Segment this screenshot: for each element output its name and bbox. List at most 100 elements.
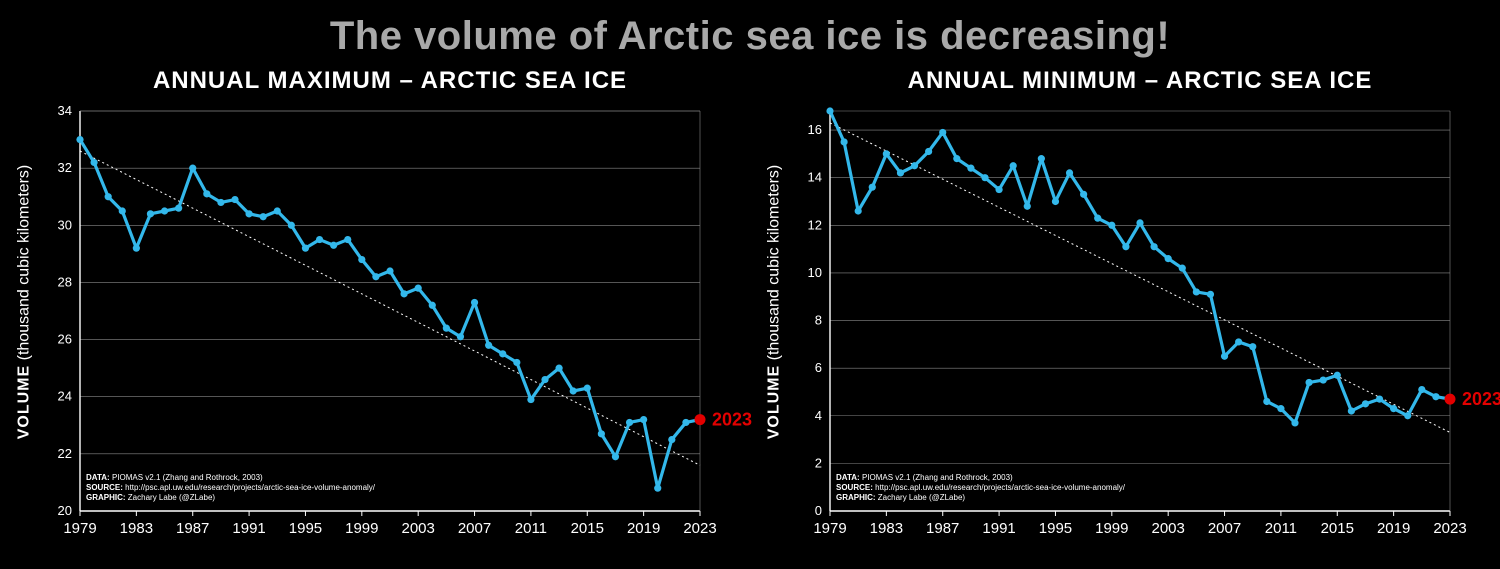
data-marker [316, 236, 323, 243]
data-marker [1334, 372, 1341, 379]
y-tick: 12 [808, 217, 822, 232]
data-marker [245, 210, 252, 217]
x-tick: 2019 [627, 520, 660, 537]
data-marker [175, 205, 182, 212]
x-tick: 2011 [1265, 520, 1297, 537]
data-marker [302, 245, 309, 252]
data-marker [1094, 215, 1101, 222]
y-tick: 0 [815, 503, 822, 518]
y-tick: 22 [58, 446, 72, 461]
data-marker [640, 416, 647, 423]
data-marker [1010, 162, 1017, 169]
data-marker [626, 419, 633, 426]
data-marker [344, 236, 351, 243]
y-tick: 14 [808, 170, 822, 185]
x-tick: 1983 [120, 520, 153, 537]
data-marker [840, 138, 847, 145]
y-tick: 16 [808, 122, 822, 137]
y-tick: 28 [58, 274, 72, 289]
data-marker [161, 207, 168, 214]
data-marker [1066, 169, 1073, 176]
data-marker [1432, 393, 1439, 400]
data-marker [443, 325, 450, 332]
data-marker [598, 430, 605, 437]
data-marker [1320, 376, 1327, 383]
data-marker [654, 485, 661, 492]
source-note-max: DATA: PIOMAS v2.1 (Zhang and Rothrock, 2… [86, 473, 375, 503]
data-marker [1390, 405, 1397, 412]
data-marker [967, 165, 974, 172]
end-point-max [695, 414, 706, 425]
data-marker [1263, 398, 1270, 405]
data-marker [1404, 412, 1411, 419]
x-tick: 1979 [63, 520, 96, 537]
data-marker [1024, 203, 1031, 210]
data-marker [555, 365, 562, 372]
data-marker [1376, 395, 1383, 402]
y-tick: 24 [58, 389, 72, 404]
x-tick: 1983 [870, 520, 903, 537]
data-marker [288, 222, 295, 229]
data-marker [527, 396, 534, 403]
data-marker [897, 169, 904, 176]
data-marker [1291, 419, 1298, 426]
y-tick: 32 [58, 160, 72, 175]
data-marker [1193, 288, 1200, 295]
data-marker [1235, 338, 1242, 345]
data-marker [372, 273, 379, 280]
data-marker [682, 419, 689, 426]
chart-min: ANNUAL MINIMUM – ARCTIC SEA ICEVOLUME (t… [760, 67, 1500, 547]
data-marker [1150, 243, 1157, 250]
x-tick: 2023 [683, 520, 716, 537]
data-marker [1249, 343, 1256, 350]
data-marker [1052, 198, 1059, 205]
data-marker [330, 242, 337, 249]
data-marker [1221, 353, 1228, 360]
y-tick: 10 [808, 265, 822, 280]
data-marker [668, 436, 675, 443]
data-marker [925, 148, 932, 155]
data-marker [1418, 386, 1425, 393]
end-point-min [1445, 394, 1456, 405]
data-marker [133, 245, 140, 252]
data-marker [826, 107, 833, 114]
data-marker [995, 186, 1002, 193]
data-marker [90, 159, 97, 166]
data-marker [260, 213, 267, 220]
data-marker [189, 165, 196, 172]
data-marker [400, 290, 407, 297]
x-tick: 2003 [1151, 520, 1184, 537]
data-marker [1122, 243, 1129, 250]
data-marker [1348, 407, 1355, 414]
y-tick: 2 [815, 455, 822, 470]
data-marker [513, 359, 520, 366]
chart-title-max: ANNUAL MAXIMUM – ARCTIC SEA ICE [80, 67, 700, 95]
y-tick: 20 [58, 503, 72, 518]
data-marker [855, 207, 862, 214]
data-marker [105, 193, 112, 200]
data-marker [939, 129, 946, 136]
x-tick: 1991 [232, 520, 265, 537]
data-marker [1362, 400, 1369, 407]
data-line-max [80, 140, 700, 489]
y-tick: 6 [815, 360, 822, 375]
y-tick: 4 [815, 408, 822, 423]
x-tick: 2023 [1433, 520, 1466, 537]
x-tick: 1987 [926, 520, 959, 537]
data-marker [1179, 265, 1186, 272]
data-marker [1165, 255, 1172, 262]
data-marker [612, 453, 619, 460]
data-marker [1207, 291, 1214, 298]
end-label-max: 2023 [712, 410, 752, 430]
data-marker [429, 302, 436, 309]
y-tick: 30 [58, 217, 72, 232]
data-marker [1305, 379, 1312, 386]
data-marker [485, 342, 492, 349]
data-marker [911, 162, 918, 169]
data-marker [541, 376, 548, 383]
y-axis-label-max: VOLUME (thousand cubic kilometers) [15, 165, 33, 440]
y-axis-label-min: VOLUME (thousand cubic kilometers) [765, 165, 783, 440]
data-marker [499, 350, 506, 357]
x-tick: 2015 [1321, 520, 1354, 537]
x-tick: 2003 [401, 520, 434, 537]
